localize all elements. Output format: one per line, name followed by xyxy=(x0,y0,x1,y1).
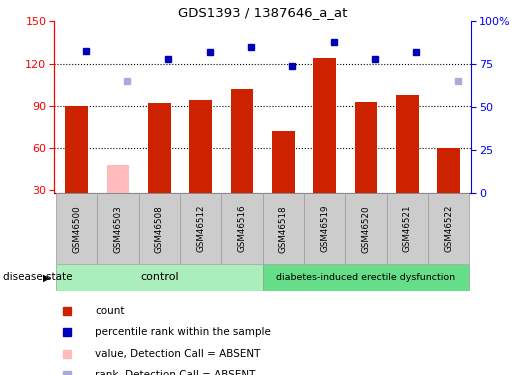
Text: GSM46520: GSM46520 xyxy=(362,205,370,253)
FancyBboxPatch shape xyxy=(139,193,180,264)
Text: diabetes-induced erectile dysfunction: diabetes-induced erectile dysfunction xyxy=(277,273,455,282)
Bar xyxy=(107,165,129,193)
Bar xyxy=(190,100,212,193)
Text: GSM46500: GSM46500 xyxy=(72,205,81,253)
Bar xyxy=(65,106,88,193)
Text: value, Detection Call = ABSENT: value, Detection Call = ABSENT xyxy=(95,348,261,358)
Bar xyxy=(396,94,419,193)
FancyBboxPatch shape xyxy=(97,193,139,264)
Text: GSM46516: GSM46516 xyxy=(237,205,247,252)
FancyBboxPatch shape xyxy=(263,264,469,291)
Bar xyxy=(313,58,336,193)
Text: ▶: ▶ xyxy=(43,273,50,282)
FancyBboxPatch shape xyxy=(180,193,221,264)
Text: percentile rank within the sample: percentile rank within the sample xyxy=(95,327,271,337)
FancyBboxPatch shape xyxy=(387,193,428,264)
FancyBboxPatch shape xyxy=(221,193,263,264)
Text: GSM46518: GSM46518 xyxy=(279,205,288,253)
FancyBboxPatch shape xyxy=(428,193,469,264)
Title: GDS1393 / 1387646_a_at: GDS1393 / 1387646_a_at xyxy=(178,6,347,19)
Bar xyxy=(354,102,377,193)
Text: GSM46521: GSM46521 xyxy=(403,205,411,252)
FancyBboxPatch shape xyxy=(56,264,263,291)
FancyBboxPatch shape xyxy=(345,193,387,264)
Bar xyxy=(437,148,460,193)
Bar xyxy=(148,103,171,193)
FancyBboxPatch shape xyxy=(263,193,304,264)
Text: rank, Detection Call = ABSENT: rank, Detection Call = ABSENT xyxy=(95,370,255,375)
FancyBboxPatch shape xyxy=(304,193,345,264)
Bar xyxy=(231,89,253,193)
Text: GSM46512: GSM46512 xyxy=(196,205,205,252)
Text: disease state: disease state xyxy=(3,273,72,282)
FancyBboxPatch shape xyxy=(56,193,97,264)
Text: GSM46519: GSM46519 xyxy=(320,205,329,252)
Text: GSM46522: GSM46522 xyxy=(444,205,453,252)
Text: GSM46503: GSM46503 xyxy=(114,205,123,253)
Bar xyxy=(272,131,295,193)
Text: control: control xyxy=(140,273,179,282)
Text: count: count xyxy=(95,306,125,316)
Text: GSM46508: GSM46508 xyxy=(155,205,164,253)
